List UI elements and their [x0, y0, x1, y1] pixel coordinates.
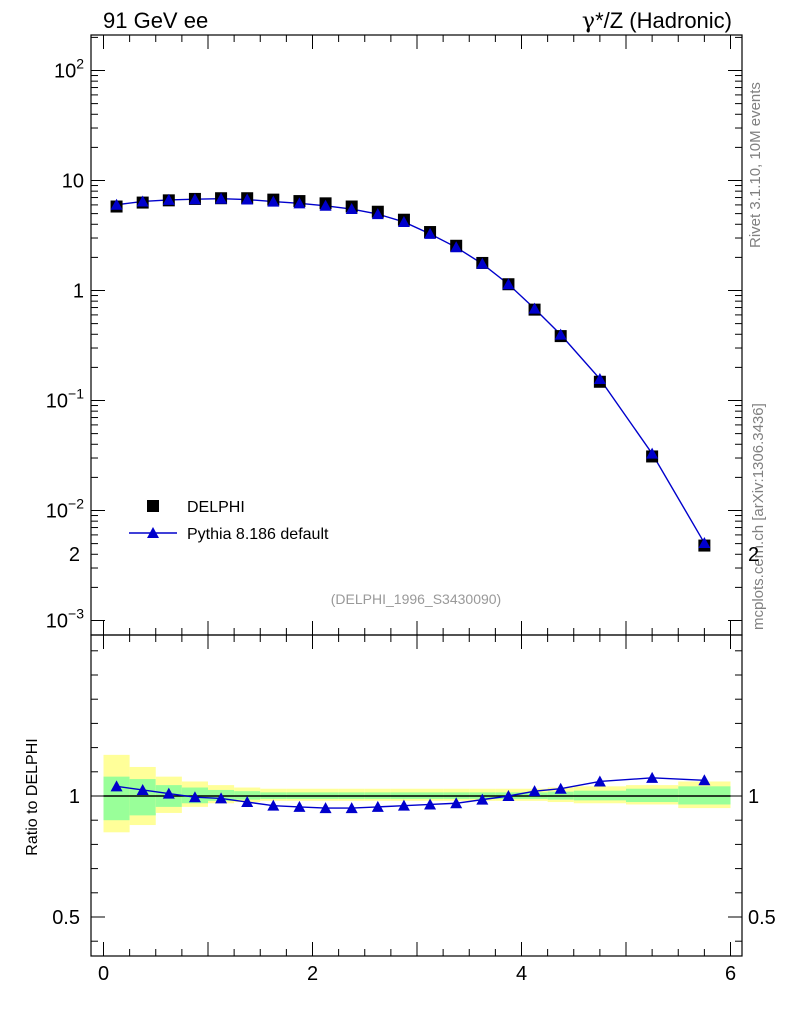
ratio-mc-point	[424, 798, 437, 810]
legend-mc-label: Pythia 8.186 default	[187, 526, 329, 543]
ratio-y-tick-labels: 0.5 0.5 1 1 2 2	[52, 544, 776, 929]
ratio-mc-point	[345, 802, 358, 814]
main-y-tick-label: 10−2	[46, 496, 84, 523]
mc-point	[110, 198, 123, 210]
ratio-y-tick-label-right: 2	[748, 544, 759, 566]
ratio-mc-point	[110, 780, 123, 792]
plot-title-right: γ*/Z (Hadronic)	[582, 8, 732, 34]
ratio-mc-point	[593, 775, 606, 787]
mc-point	[136, 195, 149, 207]
mc-point	[450, 241, 463, 253]
x-tick-label: 4	[516, 963, 527, 985]
ratio-mc-point	[554, 782, 567, 794]
main-y-tick-label: 10−1	[46, 386, 84, 413]
ratio-mc-point	[162, 787, 175, 799]
ratio-mc-point	[293, 800, 306, 812]
mc-series-markers	[110, 192, 711, 549]
mc-point	[698, 537, 711, 549]
ratio-mc-point	[188, 791, 201, 803]
data-series-markers	[110, 192, 711, 552]
mc-point	[424, 227, 437, 239]
mc-point	[241, 193, 254, 205]
main-axis-ticks	[91, 35, 742, 635]
ratio-mc-point	[476, 793, 489, 805]
mc-point	[293, 197, 306, 209]
plot-title-left: 91 GeV ee	[103, 8, 208, 33]
main-y-tick-label: 10−3	[46, 606, 84, 633]
ratio-axis-ticks	[91, 635, 742, 956]
mc-point	[188, 193, 201, 205]
ratio-uncertainty-bands	[103, 754, 731, 833]
mc-point	[162, 193, 175, 205]
legend: DELPHI Pythia 8.186 default	[129, 499, 329, 543]
ratio-mc-point	[267, 799, 280, 811]
mc-point	[267, 195, 280, 207]
x-tick-labels: 0 2 4 6	[98, 963, 736, 985]
mc-series-line	[116, 198, 705, 544]
ratio-y-axis-label: Ratio to DELPHI	[24, 738, 41, 855]
ratio-y-tick-label-left: 1	[69, 786, 80, 808]
ratio-mc-point	[136, 783, 149, 795]
ratio-y-tick-label-right: 0.5	[748, 907, 776, 929]
mc-point	[397, 215, 410, 227]
main-panel-frame	[90, 34, 743, 636]
x-tick-label: 6	[725, 963, 736, 985]
mc-point	[502, 278, 515, 290]
legend-data-marker	[147, 500, 159, 512]
main-y-tick-label: 102	[54, 56, 84, 83]
ratio-mc-point	[646, 771, 659, 783]
ratio-mc-point	[450, 797, 463, 809]
legend-data-label: DELPHI	[187, 499, 245, 516]
mc-point	[371, 208, 384, 220]
ratio-y-tick-label-left: 2	[69, 544, 80, 566]
plot-title-right-rest: */Z (Hadronic)	[595, 8, 732, 33]
mc-point	[646, 447, 659, 459]
mc-curve	[116, 198, 705, 544]
ratio-mc-point	[241, 796, 254, 808]
x-tick-label: 0	[98, 963, 109, 985]
ratio-y-tick-label-right: 1	[748, 786, 759, 808]
mc-point	[215, 192, 228, 204]
ratio-mc-point	[215, 792, 228, 804]
mcplots-label: mcplots.cern.ch [arXiv:1306.3436]	[750, 403, 767, 630]
ratio-mc-point	[319, 802, 332, 814]
mc-point	[554, 328, 567, 340]
main-y-tick-labels: 10−3 10−2 10−1 1 10 102	[46, 56, 84, 633]
analysis-watermark: (DELPHI_1996_S3430090)	[331, 591, 501, 607]
main-y-tick-label: 1	[73, 281, 84, 303]
mc-point	[528, 302, 541, 314]
mc-point	[593, 372, 606, 384]
ratio-mc-point	[502, 790, 515, 801]
ratio-mc-point	[397, 799, 410, 811]
mc-point	[319, 199, 332, 211]
main-y-tick-label: 10	[62, 171, 84, 193]
legend-mc-marker	[147, 527, 159, 538]
ratio-y-tick-label-left: 0.5	[52, 907, 80, 929]
x-tick-label: 2	[307, 963, 318, 985]
ratio-mc-series	[110, 771, 711, 814]
ratio-mc-point	[698, 774, 711, 786]
rivet-version-label: Rivet 3.1.10, 10M events	[747, 82, 764, 248]
plot-title-right-greek: γ	[582, 9, 595, 34]
mc-point	[476, 257, 489, 269]
mc-point	[345, 203, 358, 215]
ratio-mc-point	[371, 800, 384, 812]
ratio-mc-point	[528, 785, 541, 797]
